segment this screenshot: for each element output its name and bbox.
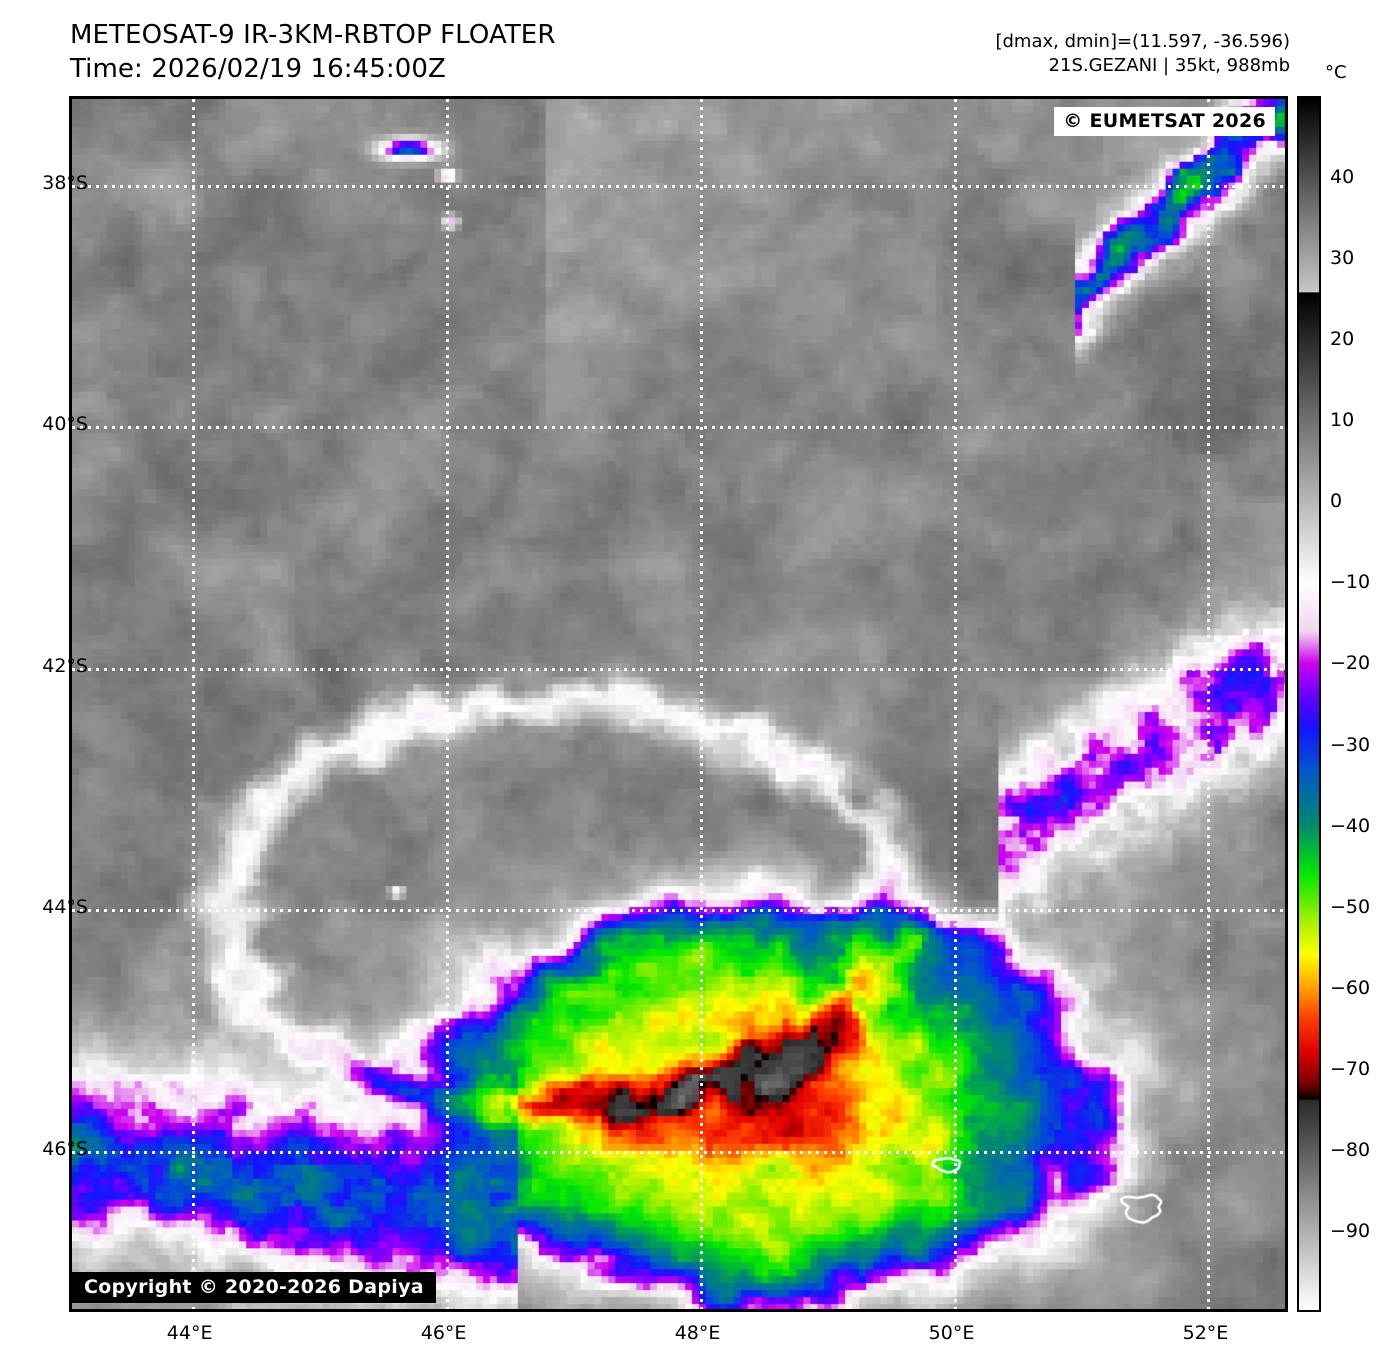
metadata-block: [dmax, dmin]=(11.597, -36.596) 21S.GEZAN… (995, 30, 1290, 78)
cbar-tick-13: −90 (1330, 1219, 1371, 1242)
satellite-image-canvas (72, 99, 1285, 1309)
satellite-map[interactable]: © EUMETSAT 2026 Copyright © 2020-2026 Da… (69, 96, 1288, 1312)
cbar-tick-9: −50 (1330, 895, 1371, 918)
lon-tick-2: 48°E (674, 1322, 721, 1344)
cbar-tick-11: −70 (1330, 1057, 1371, 1080)
cbar-tick-5: −10 (1330, 571, 1371, 594)
lon-tick-4: 52°E (1182, 1322, 1229, 1344)
dapiya-copyright-badge: Copyright © 2020-2026 Dapiya (72, 1272, 436, 1303)
lat-tick-0: 38°S (42, 171, 88, 194)
cbar-tick-0: 40 (1330, 166, 1355, 189)
lon-tick-0: 44°E (166, 1322, 213, 1344)
cbar-tick-12: −80 (1330, 1138, 1371, 1161)
cbar-tick-6: −20 (1330, 652, 1371, 675)
cbar-tick-4: 0 (1330, 490, 1343, 513)
lon-tick-3: 50°E (928, 1322, 975, 1344)
dmax-dmin-readout: [dmax, dmin]=(11.597, -36.596) (995, 31, 1290, 52)
colorbar-unit-label: °C (1325, 62, 1347, 83)
lat-tick-2: 42°S (42, 654, 88, 677)
eumetsat-copyright-badge: © EUMETSAT 2026 (1054, 107, 1275, 136)
storm-info: 21S.GEZANI | 35kt, 988mb (1048, 54, 1290, 76)
lon-tick-1: 46°E (420, 1322, 467, 1344)
title-block: METEOSAT-9 IR-3KM-RBTOP FLOATER Time: 20… (70, 18, 556, 87)
cbar-tick-2: 20 (1330, 328, 1355, 351)
cbar-tick-1: 30 (1330, 247, 1355, 270)
page-title: METEOSAT-9 IR-3KM-RBTOP FLOATER (70, 20, 556, 50)
cbar-tick-3: 10 (1330, 409, 1355, 432)
timestamp: Time: 2026/02/19 16:45:00Z (70, 54, 446, 85)
colorbar-gradient (1299, 98, 1319, 1310)
cbar-tick-7: −30 (1330, 733, 1371, 756)
temperature-colorbar[interactable] (1297, 96, 1321, 1312)
lat-tick-3: 44°S (42, 896, 88, 919)
cbar-tick-8: −40 (1330, 814, 1371, 837)
lat-tick-4: 46°S (42, 1137, 88, 1160)
cbar-tick-10: −60 (1330, 976, 1371, 999)
lat-tick-1: 40°S (42, 413, 88, 436)
